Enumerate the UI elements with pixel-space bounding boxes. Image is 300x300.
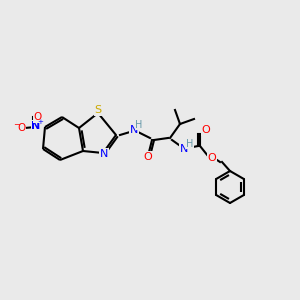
Text: N: N (32, 121, 40, 131)
Text: N: N (100, 149, 108, 159)
Text: O: O (144, 152, 152, 162)
Text: O: O (17, 123, 25, 133)
Text: H: H (186, 139, 194, 149)
Text: S: S (94, 105, 102, 115)
Text: N: N (180, 144, 188, 154)
Text: O: O (208, 153, 216, 163)
Text: O: O (34, 112, 42, 122)
Text: H: H (135, 120, 143, 130)
Text: +: + (37, 119, 43, 125)
Text: −: − (14, 121, 20, 130)
Text: N: N (130, 125, 138, 135)
Text: O: O (202, 125, 210, 135)
